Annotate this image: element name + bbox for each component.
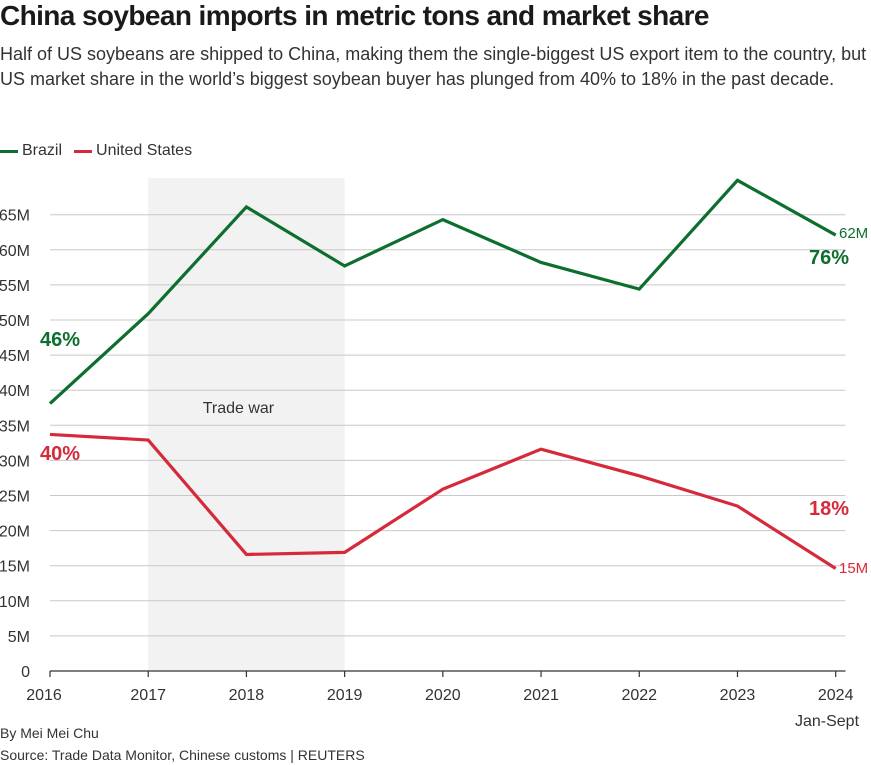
trade-war-label: Trade war	[203, 400, 275, 417]
x-tick-label: 2024	[818, 687, 854, 704]
series-line-united-states	[49, 432, 837, 570]
source-note: Source: Trade Data Monitor, Chinese cust…	[0, 747, 365, 763]
brazil-start-share-label: 46%	[40, 329, 80, 351]
legend-item-brazil: Brazil	[0, 142, 62, 160]
y-tick-label: 25M	[0, 489, 30, 506]
y-tick-label: 0	[21, 664, 30, 681]
brazil-end-share-label: 76%	[809, 247, 849, 269]
byline: By Mei Mei Chu	[0, 725, 99, 741]
x-tick-label: 2019	[327, 687, 363, 704]
legend: Brazil United States	[0, 141, 204, 161]
us-start-share-label: 40%	[40, 443, 80, 465]
y-tick-label: 40M	[0, 383, 30, 400]
chart-subtitle: Half of US soybeans are shipped to China…	[0, 44, 867, 89]
y-tick-label: 20M	[0, 524, 30, 541]
y-tick-label: 35M	[0, 418, 30, 435]
x-tick-label: 2017	[130, 687, 166, 704]
us-end-share-label: 18%	[809, 498, 849, 520]
y-tick-label: 15M	[0, 559, 30, 576]
x-tick-label: 2016	[26, 687, 62, 704]
y-tick-label: 30M	[0, 453, 30, 470]
brazil-end-value-label: 62M	[839, 225, 868, 242]
legend-label-brazil: Brazil	[22, 142, 63, 159]
y-tick-label: 50M	[0, 313, 30, 330]
trade-war-region	[148, 178, 345, 672]
y-tick-label: 5M	[8, 629, 30, 646]
y-tick-label: 10M	[0, 594, 30, 611]
line-chart: Trade war 0 5M 10M 15M 20M 25M 30M 35M 40M 45M 50M 5…	[0, 178, 868, 730]
chart-title: China soybean imports in metric tons and…	[0, 0, 709, 31]
y-tick-label: 55M	[0, 278, 30, 295]
y-tick-label: 65M	[0, 208, 30, 225]
y-tick-label: 60M	[0, 243, 30, 260]
us-end-value-label: 15M	[839, 560, 868, 577]
legend-swatch-brazil	[0, 149, 18, 153]
x-tick-label: 2018	[229, 687, 265, 704]
x-tick-label: 2023	[720, 687, 756, 704]
legend-label-united-states: United States	[96, 142, 193, 159]
x-tick-label: 2022	[621, 687, 657, 704]
legend-item-united-states: United States	[74, 142, 192, 160]
x-tick-label: 2021	[523, 687, 559, 704]
x-tick-sublabel: Jan-Sept	[795, 713, 860, 730]
x-tick-label: 2020	[425, 687, 461, 704]
series-line-brazil	[48, 178, 837, 405]
legend-swatch-united-states	[74, 149, 93, 153]
y-tick-label: 45M	[0, 348, 30, 365]
